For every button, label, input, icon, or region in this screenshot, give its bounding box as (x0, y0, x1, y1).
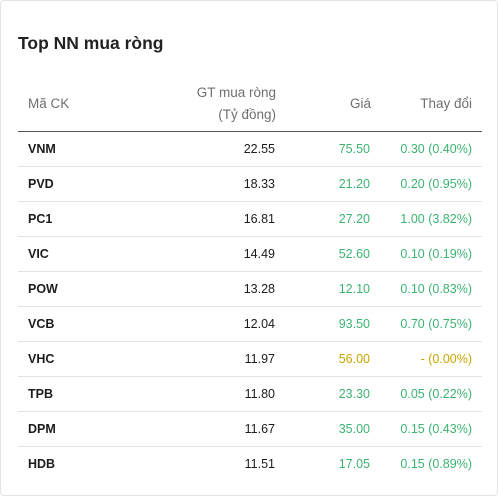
change-value: - (0.00%) (371, 341, 482, 377)
net-buy-value: 11.97 (149, 341, 276, 377)
table-row[interactable]: VIC 14.49 52.60 0.10 (0.19%) (18, 236, 482, 272)
change-value: 0.15 (0.43%) (371, 411, 482, 447)
net-buy-value: 11.51 (244, 457, 275, 471)
net-buy-table: Mã CK GT mua ròng (Tỷ đồng) Giá Thay đổi… (18, 77, 482, 481)
net-buy-value: 11.67 (149, 411, 276, 447)
price-value: 93.50 (276, 306, 371, 342)
net-buy-value: 14.49 (149, 236, 276, 272)
change-value: 0.30 (0.40%) (371, 131, 482, 167)
table-row[interactable]: DPM 11.67 35.00 0.15 (0.43%) (18, 411, 482, 447)
net-buy-value: 11.80 (149, 376, 276, 412)
price-value: 17.05 (338, 457, 370, 471)
table-row[interactable]: VNM 22.55 75.50 0.30 (0.40%) (18, 131, 482, 167)
price-value: 56.00 (276, 341, 371, 377)
change-value: 0.10 (0.83%) (371, 271, 482, 307)
column-header-price[interactable]: Giá (276, 77, 371, 132)
stock-symbol[interactable]: POW (18, 271, 149, 307)
column-header-net-buy-value[interactable]: GT mua ròng (Tỷ đồng) (149, 77, 276, 132)
table-row[interactable]: HDB 11.51 17.05 0.15 (0.89%) (18, 447, 482, 482)
table-header-row: Mã CK GT mua ròng (Tỷ đồng) Giá Thay đổi (18, 77, 482, 132)
column-header-net-buy-value-line1: GT mua ròng (196, 85, 276, 100)
table-row[interactable]: VCB 12.04 93.50 0.70 (0.75%) (18, 306, 482, 342)
widget-title: Top NN mua ròng (18, 33, 164, 53)
net-buy-value: 13.28 (149, 271, 276, 307)
table-row[interactable]: TPB 11.80 23.30 0.05 (0.22%) (18, 376, 482, 412)
table-row[interactable]: POW 13.28 12.10 0.10 (0.83%) (18, 271, 482, 307)
stock-symbol[interactable]: VIC (18, 236, 149, 272)
change-value: 0.20 (0.95%) (371, 166, 482, 202)
table-row[interactable]: VHC 11.97 56.00- (0.00%) (18, 341, 482, 377)
stock-symbol[interactable]: VHC (18, 341, 149, 377)
net-buy-value: 12.04 (149, 306, 276, 342)
price-value: 35.00 (276, 411, 371, 447)
stock-symbol[interactable]: TPB (18, 376, 149, 412)
net-buy-value: 22.55 (149, 131, 276, 167)
change-value: 0.70 (0.75%) (371, 306, 482, 342)
table-row[interactable]: PC1 16.81 27.20 1.00 (3.82%) (18, 201, 482, 237)
price-value: 27.20 (276, 201, 371, 237)
change-value: 0.05 (0.22%) (371, 376, 482, 412)
stock-symbol[interactable]: VCB (18, 306, 149, 342)
price-value: 12.10 (276, 271, 371, 307)
stock-symbol[interactable]: VNM (18, 131, 149, 167)
table-row[interactable]: PVD 18.33 21.20 0.20 (0.95%) (18, 166, 482, 202)
change-value: 0.10 (0.19%) (371, 236, 482, 272)
change-value: 0.15 (0.89%) (400, 457, 472, 471)
stock-symbol[interactable]: HDB (28, 457, 56, 471)
column-header-change[interactable]: Thay đổi (371, 77, 482, 132)
change-value: 1.00 (3.82%) (371, 201, 482, 237)
net-buy-value: 16.81 (149, 201, 276, 237)
stock-symbol[interactable]: PC1 (18, 201, 149, 237)
price-value: 75.50 (276, 131, 371, 167)
column-header-symbol[interactable]: Mã CK (18, 77, 149, 132)
column-header-net-buy-value-line2: (Tỷ đồng) (218, 107, 276, 122)
price-value: 21.20 (276, 166, 371, 202)
net-buy-value: 18.33 (149, 166, 276, 202)
stock-symbol[interactable]: PVD (18, 166, 149, 202)
price-value: 52.60 (276, 236, 371, 272)
price-value: 23.30 (276, 376, 371, 412)
stock-symbol[interactable]: DPM (18, 411, 149, 447)
